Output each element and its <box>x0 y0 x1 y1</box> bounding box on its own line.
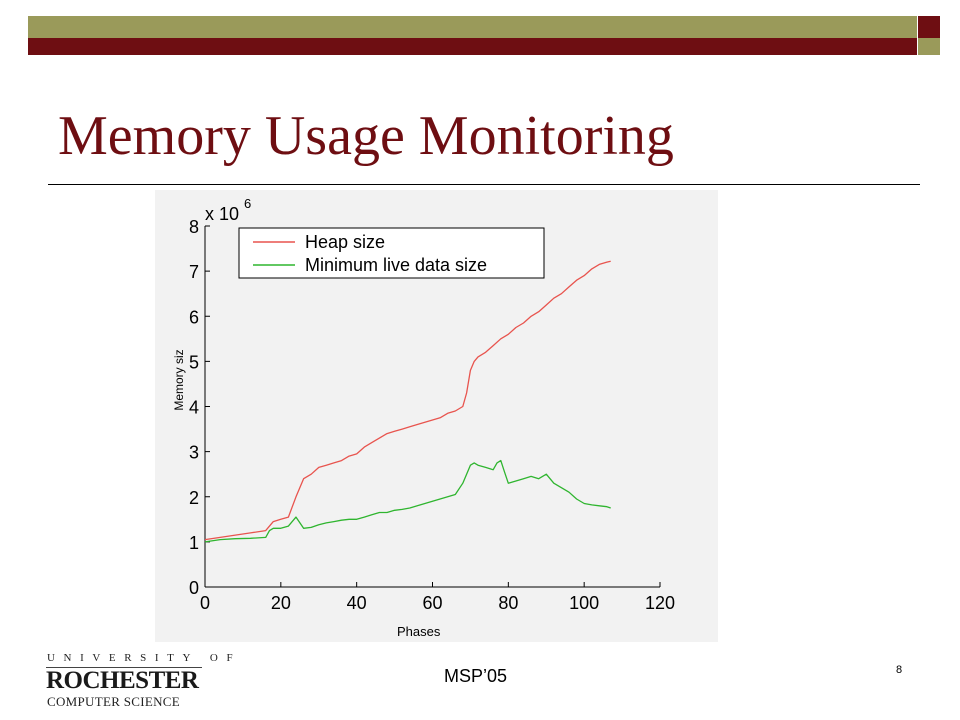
series-min-live-data-line <box>204 459 611 543</box>
y-multiplier-label: x 10 <box>205 204 239 224</box>
y-tick-label: 0 <box>189 578 199 598</box>
x-tick-label: 40 <box>347 593 367 613</box>
y-tick-label: 5 <box>189 352 199 372</box>
slide-number: 8 <box>896 664 903 676</box>
memory-usage-chart: 0 20 40 60 80 100 120 0 1 2 3 4 5 6 7 8 Heap size Minim… <box>172 196 675 639</box>
x-tick-label: 20 <box>271 593 291 613</box>
y-axis-label: Memory siz <box>172 349 186 410</box>
top-decorative-bar <box>0 0 960 56</box>
y-tick-label: 4 <box>189 398 199 418</box>
y-tick-label: 6 <box>189 307 199 327</box>
x-axis-label: Phases <box>397 624 441 639</box>
y-tick-label: 2 <box>189 488 199 508</box>
x-tick-label: 120 <box>645 593 675 613</box>
logo-divider <box>46 667 202 668</box>
y-exponent-label: 6 <box>244 196 251 211</box>
x-tick-label: 0 <box>200 593 210 613</box>
y-tick-label: 3 <box>189 443 199 463</box>
x-tick-label: 60 <box>422 593 442 613</box>
x-tick-label: 100 <box>569 593 599 613</box>
y-tick-label: 8 <box>189 217 199 237</box>
series-heap-size-line <box>204 260 611 541</box>
legend-box <box>238 227 545 279</box>
logo-computer-science: COMPUTER SCIENCE <box>47 694 181 709</box>
title-divider <box>48 184 920 185</box>
corner-square-olive <box>918 38 940 55</box>
university-logo: UNIVERSITY OF ROCHESTER COMPUTER SCIENCE <box>44 652 233 712</box>
y-tick-label: 1 <box>189 533 199 553</box>
legend-label-heap: Heap size <box>305 232 385 252</box>
corner-square-maroon <box>918 16 940 38</box>
maroon-stripe <box>28 38 917 55</box>
y-tick-label: 7 <box>189 262 199 282</box>
legend-label-live: Minimum live data size <box>305 255 487 275</box>
logo-rochester: ROCHESTER <box>46 667 199 694</box>
slide-title: Memory Usage Monitoring <box>58 105 674 167</box>
footer-text: MSP’05 <box>444 666 508 686</box>
olive-stripe <box>28 16 917 38</box>
x-tick-label: 80 <box>498 593 518 613</box>
logo-university-of: UNIVERSITY OF <box>47 652 242 664</box>
